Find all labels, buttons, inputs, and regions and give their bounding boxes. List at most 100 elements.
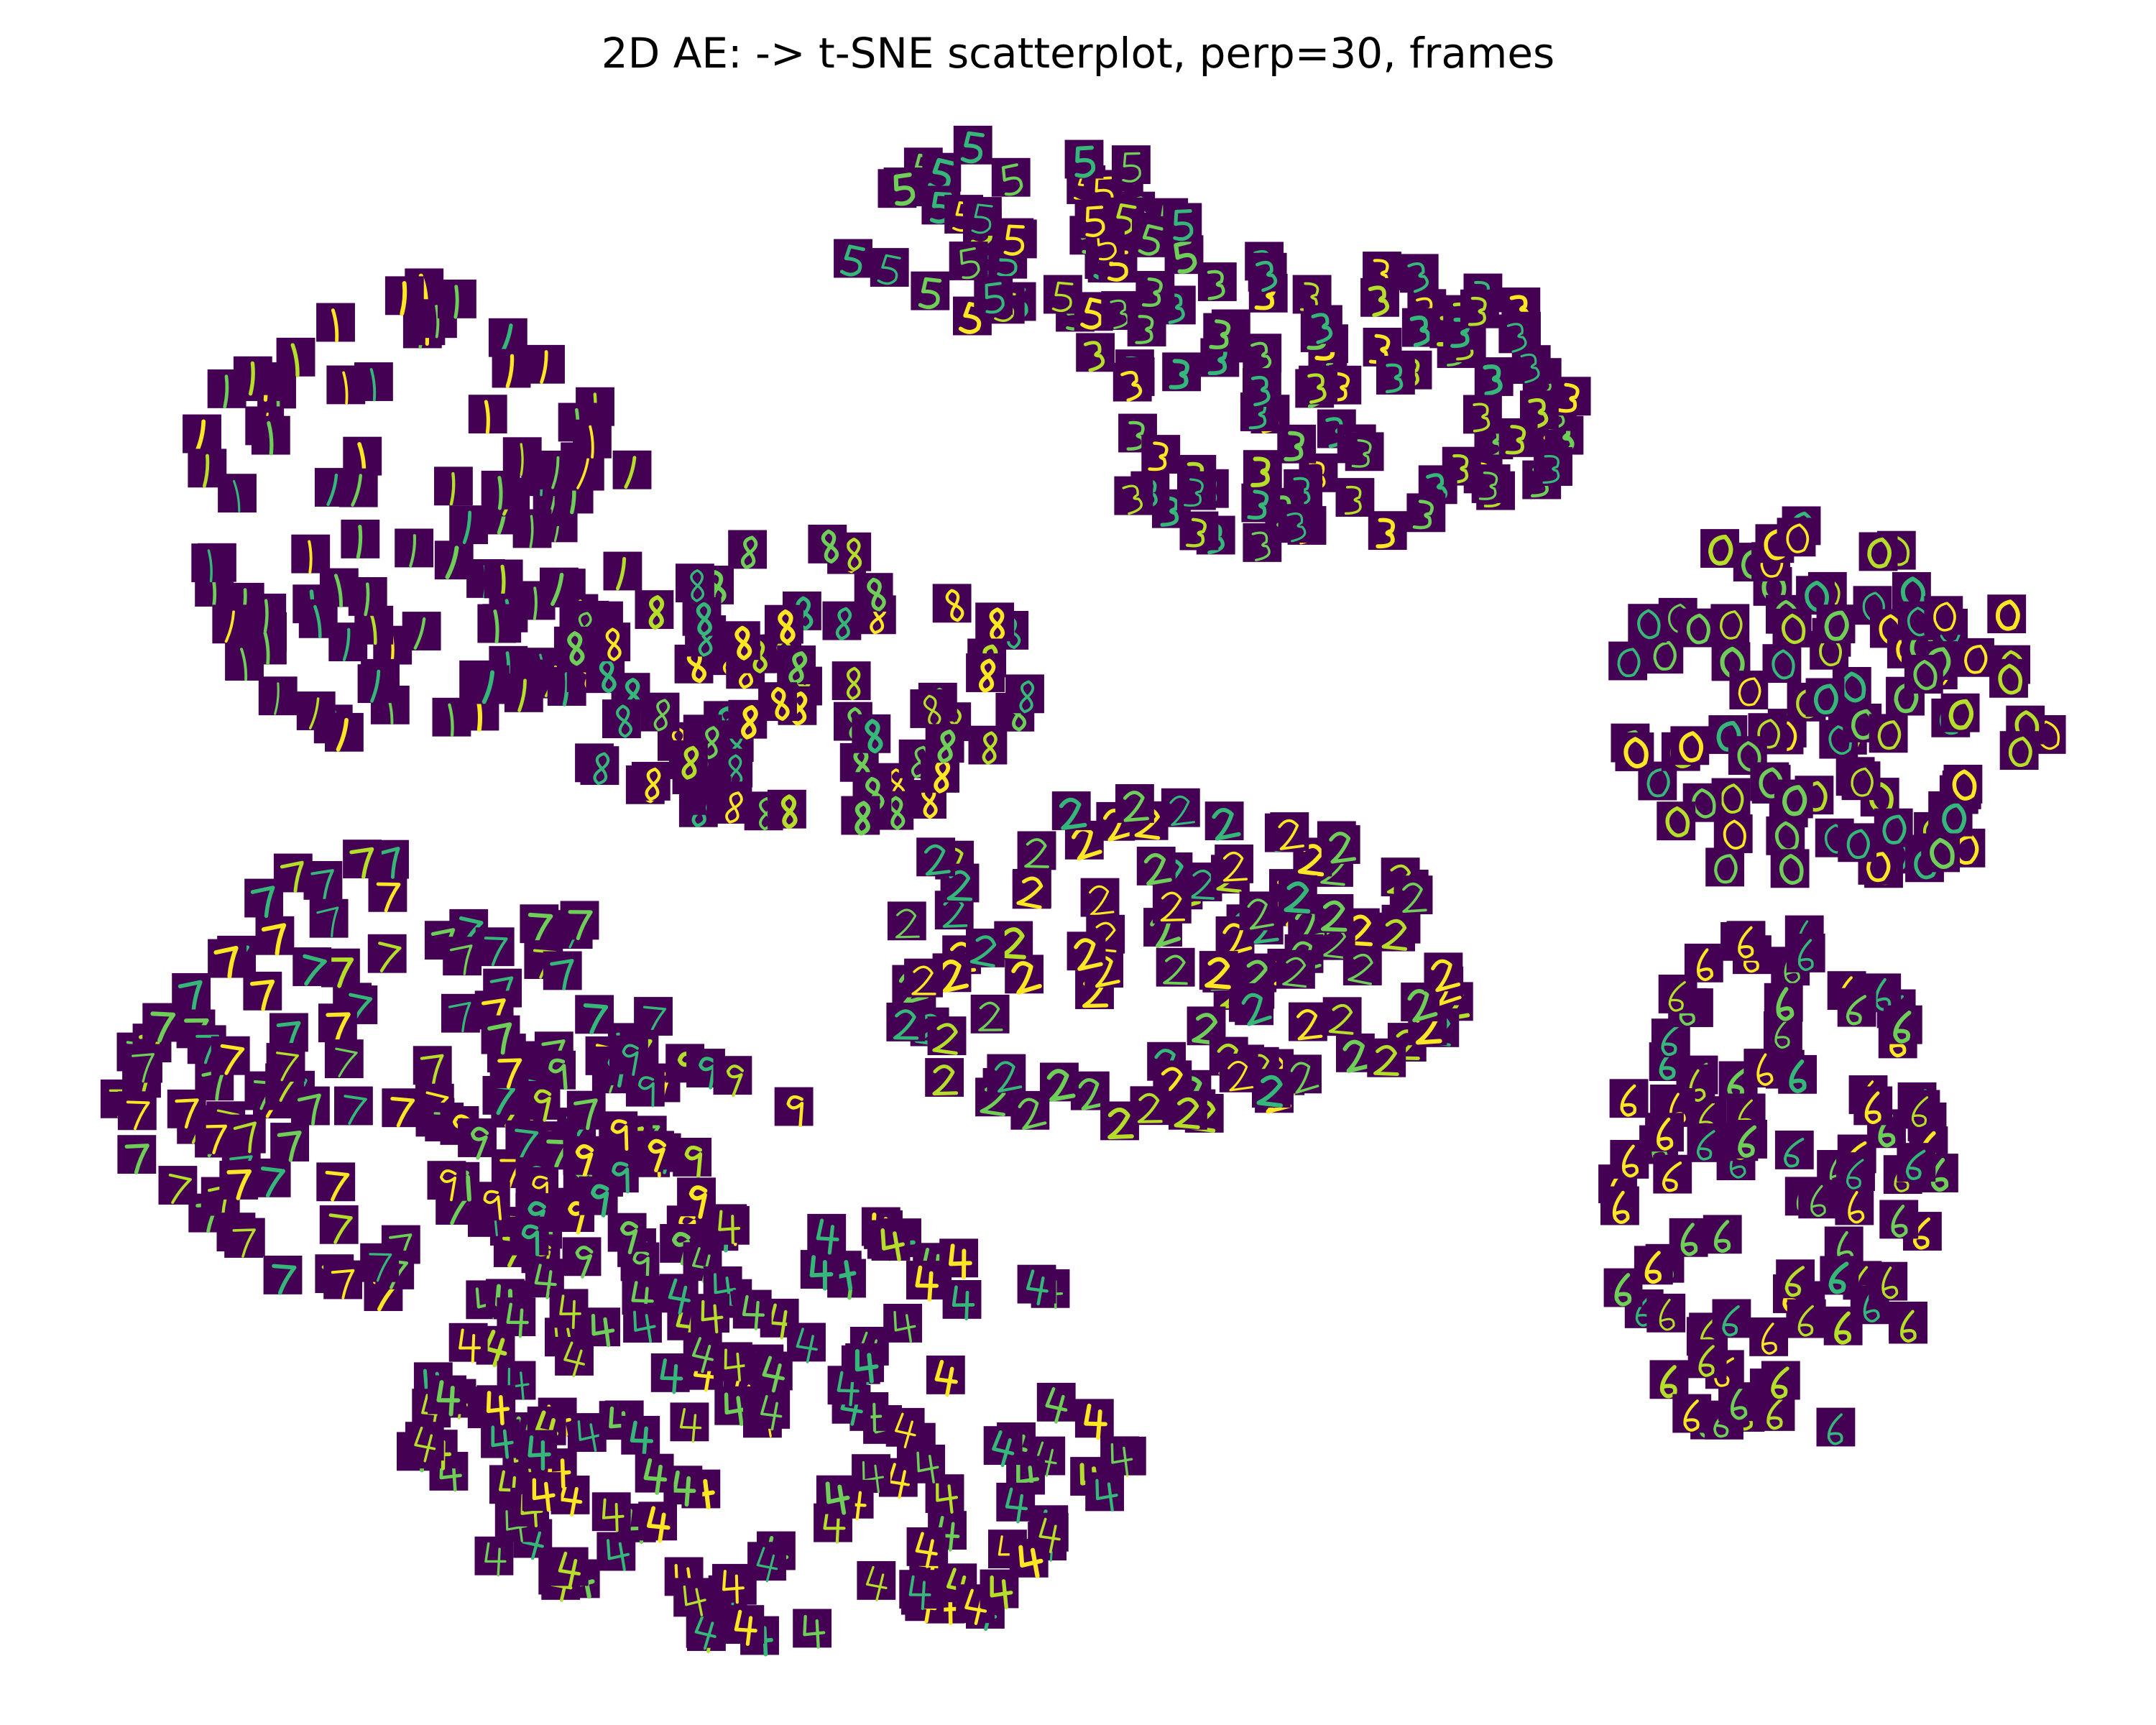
digit-tile [434,540,474,580]
digit-stroke [333,574,344,608]
digit-tile [553,626,593,666]
digit-stroke [515,1128,539,1159]
tile-background [635,1453,674,1493]
digit-tile [247,593,287,633]
digit-stroke [1557,382,1580,413]
digit-tile [1764,983,1803,1022]
digit-tile [219,1161,259,1200]
digit-tile [1044,275,1082,314]
digit-stroke [1163,954,1188,985]
digit-tile [1766,816,1805,855]
digit-stroke [290,343,300,377]
tile-background [1610,1140,1649,1179]
tile-background [1728,1120,1767,1159]
digit-tile [481,1015,520,1055]
digit-stroke [1255,260,1278,293]
digit-stroke [1617,648,1641,678]
digit-stroke [1160,496,1179,527]
digit-tile [808,525,847,564]
digit-stroke [1692,788,1716,819]
digit-tile [468,395,507,434]
digit-stroke [240,648,248,681]
digit-tile [1342,947,1382,985]
tile-background [1786,934,1825,972]
digit-stroke [449,472,456,506]
digit-tile [326,365,366,405]
tile-background [670,1402,709,1442]
digit-tile [1406,493,1446,533]
digit-tile [1074,1399,1114,1440]
tile-background [1243,523,1282,562]
digit-stroke [1779,854,1804,885]
tile-background [708,1204,747,1243]
digit-stroke [448,1001,471,1033]
digit-stroke [1637,609,1661,640]
tile-background [1653,1154,1692,1194]
digit-tile [1646,1293,1686,1333]
digit-stroke [232,479,241,512]
digit-stroke [1160,891,1186,922]
tile-background [124,1044,162,1083]
tile-background [1278,504,1317,543]
digit-tile [218,474,257,513]
digit-tile [1289,1002,1327,1041]
tile-background [712,1563,751,1603]
digit-stroke [1089,885,1115,916]
digit-tile [402,612,441,650]
digit-tile [1067,932,1106,971]
digit-stroke [349,847,374,879]
digit-tile [449,505,489,545]
digit-stroke [1930,837,1955,869]
tile-background [732,1289,772,1329]
digit-tile [318,1003,357,1044]
digit-stroke [937,730,956,764]
digit-stroke [497,476,503,510]
digit-stroke [342,627,351,661]
digit-stroke [274,682,280,715]
tile-background [334,1086,373,1126]
digit-tile [1156,947,1195,987]
digit-stroke [583,1003,609,1034]
digit-stroke [1122,484,1143,515]
digit-stroke [497,1058,522,1089]
digit-tile [670,1402,709,1443]
digit-stroke [297,1093,321,1126]
digit-tile [904,958,943,998]
tile-background [885,1407,925,1447]
digit-stroke [653,699,671,732]
digit-stroke [132,1053,155,1083]
digit-tile [635,590,674,630]
digit-stroke [328,957,354,988]
digit-tile [484,559,523,599]
tile-background [1278,875,1317,914]
digit-stroke [1431,959,1461,993]
digit-tile [441,993,480,1033]
tile-background [1608,641,1648,681]
digit-tile [1474,357,1514,396]
digit-stroke [453,285,459,319]
digit-stroke [462,510,472,545]
digit-stroke [126,1100,150,1131]
digit-stroke [1623,737,1649,769]
digit-stroke [1001,163,1023,196]
digit-tile [191,543,231,583]
digit-tile [887,901,926,941]
digit-stroke [854,801,871,836]
digit-stroke [734,625,752,661]
digit-stroke [520,443,524,477]
digit-stroke [615,556,627,591]
digit-tile [623,1304,662,1343]
digit-stroke [540,350,548,384]
digit-stroke [445,546,459,579]
digit-stroke [1819,636,1842,666]
tile-background [1658,975,1697,1013]
digit-tile [1085,1472,1125,1512]
tile-background [543,951,582,990]
tile-background [1836,1152,1875,1192]
digit-stroke [1204,957,1231,990]
tile-background [1889,1305,1928,1344]
digit-tile [1177,471,1216,510]
digit-tile [367,934,407,973]
